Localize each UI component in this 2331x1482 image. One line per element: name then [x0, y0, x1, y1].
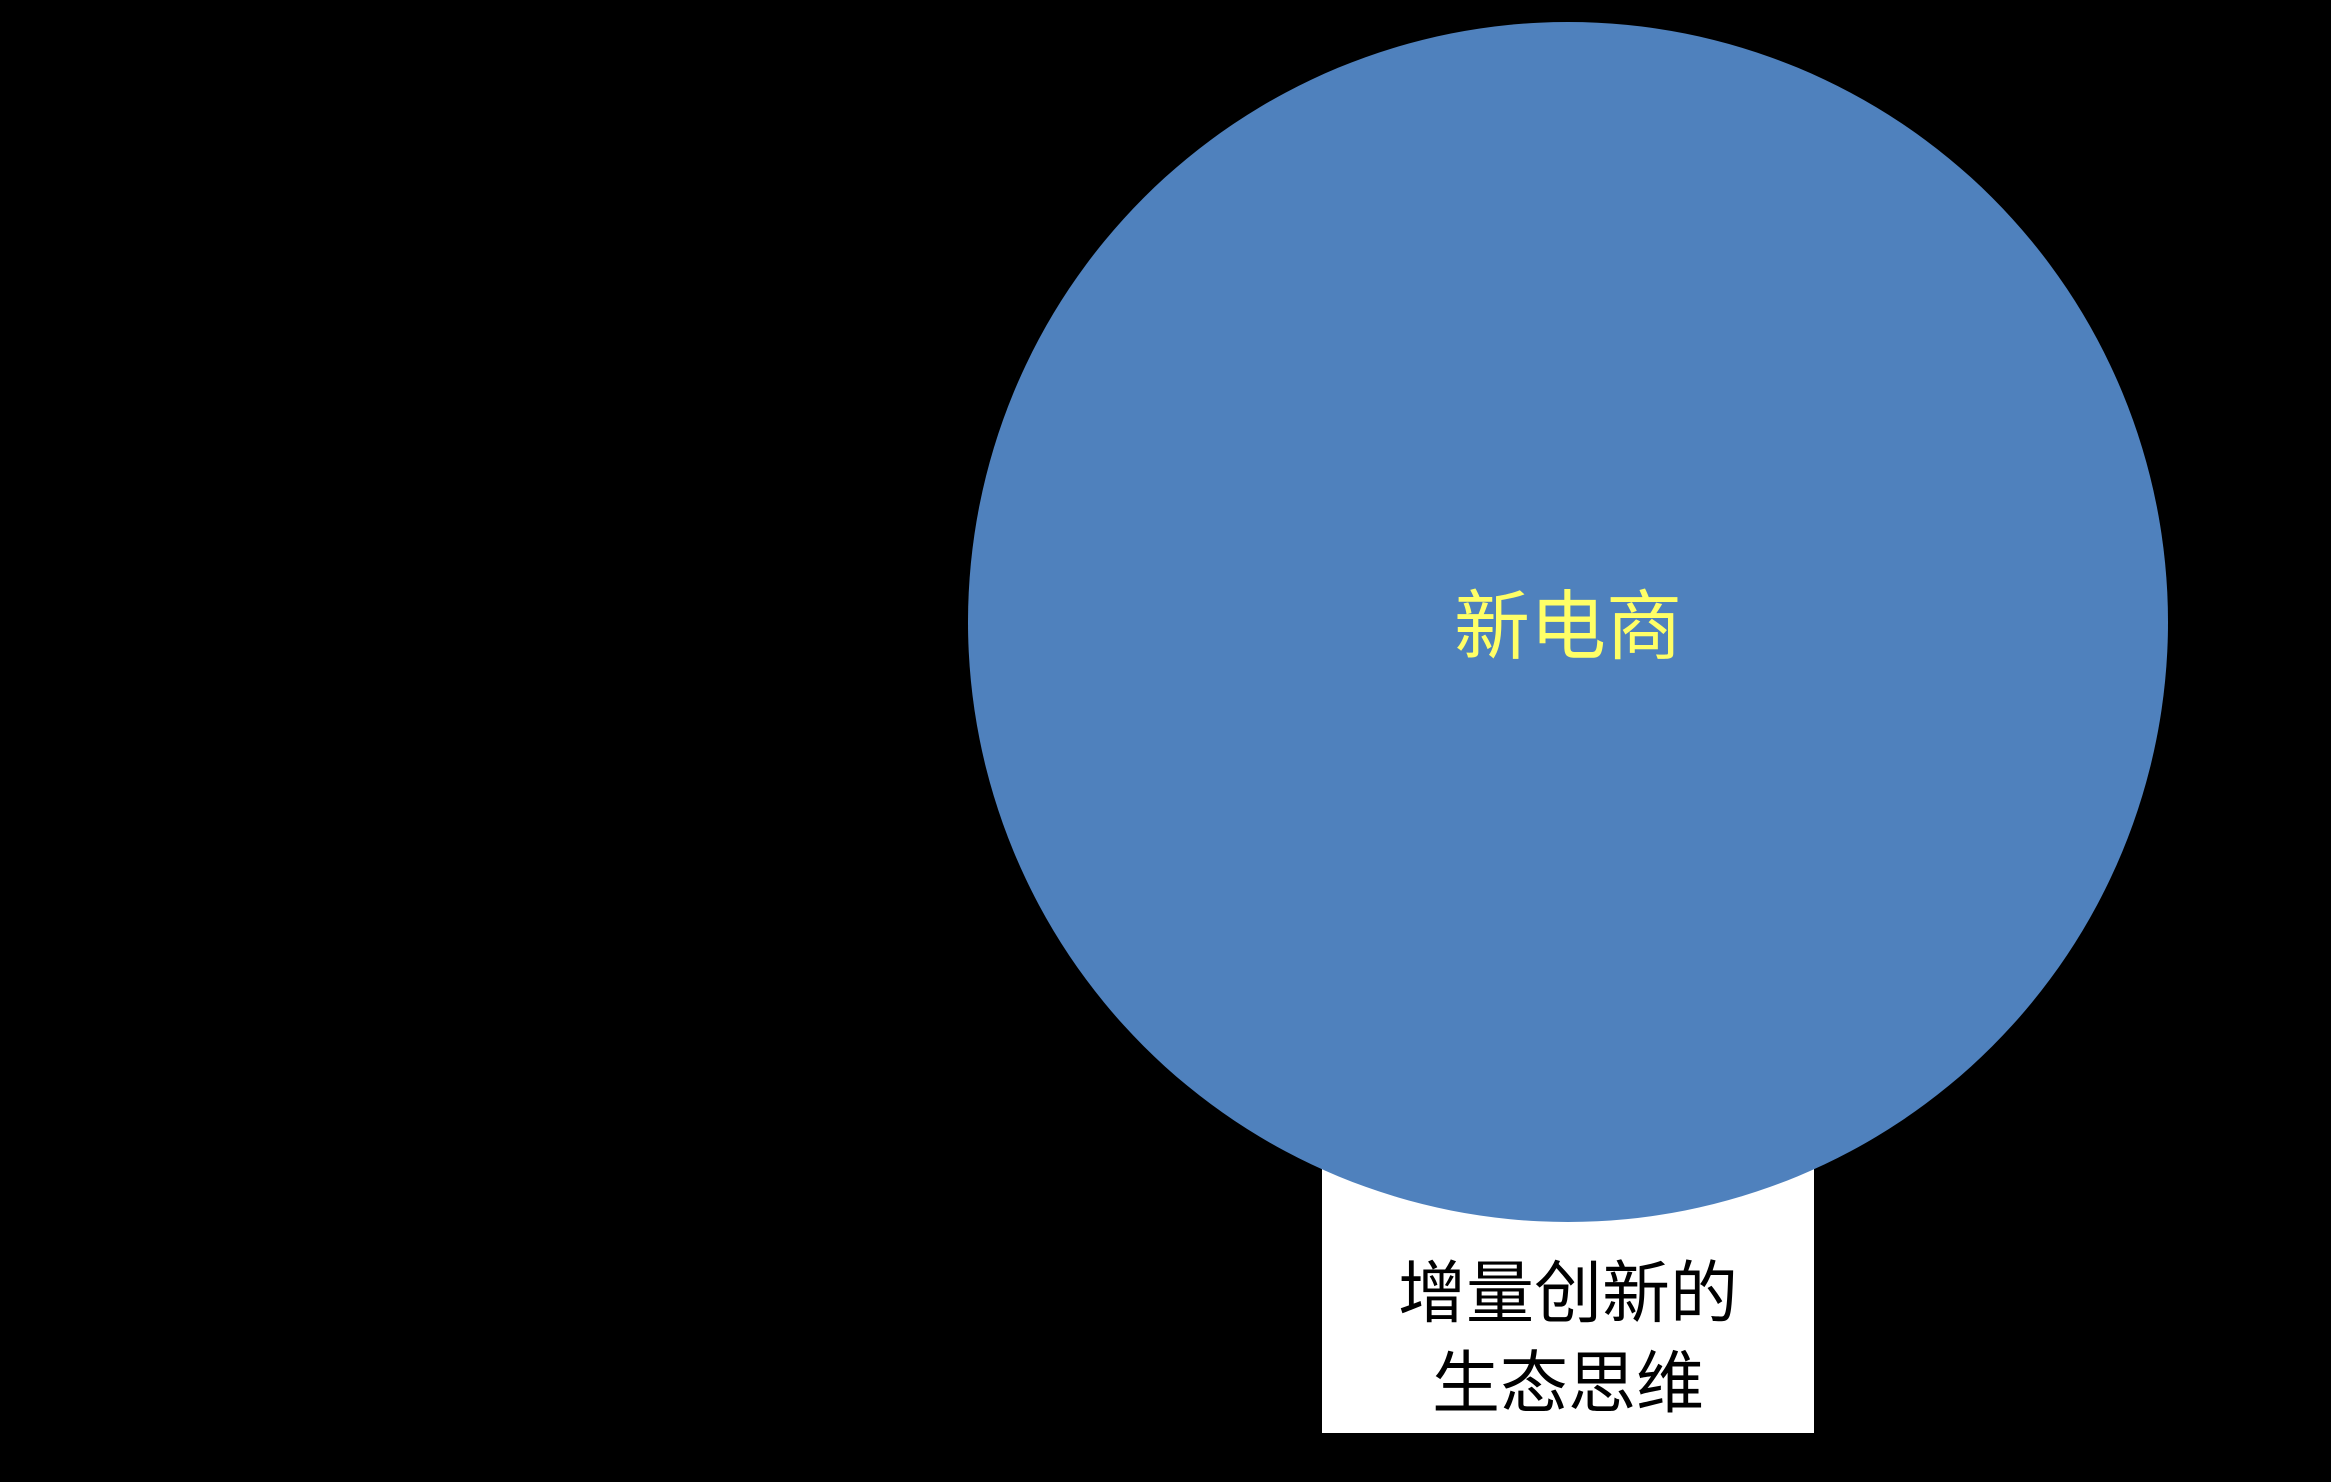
- caption-line-2: 生态思维: [1431, 1345, 1704, 1424]
- caption-line-1: 增量创新的: [1397, 1255, 1738, 1334]
- circle-label: 新电商: [1454, 582, 1682, 671]
- new-ecommerce-circle: [968, 22, 2168, 1222]
